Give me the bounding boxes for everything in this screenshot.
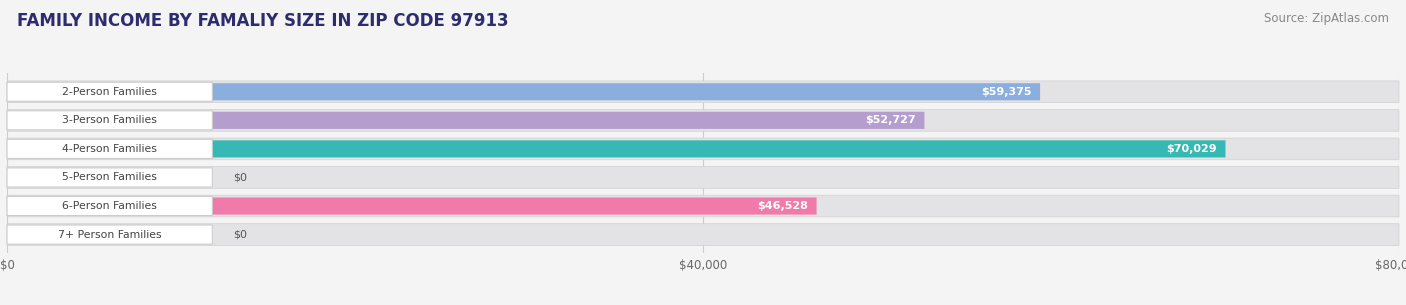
FancyBboxPatch shape bbox=[7, 109, 1399, 131]
Text: $59,375: $59,375 bbox=[981, 87, 1032, 97]
FancyBboxPatch shape bbox=[7, 224, 1399, 246]
Text: FAMILY INCOME BY FAMALIY SIZE IN ZIP CODE 97913: FAMILY INCOME BY FAMALIY SIZE IN ZIP COD… bbox=[17, 12, 509, 30]
FancyBboxPatch shape bbox=[7, 197, 817, 215]
Text: $0: $0 bbox=[233, 172, 247, 182]
FancyBboxPatch shape bbox=[7, 82, 212, 101]
Text: 5-Person Families: 5-Person Families bbox=[62, 172, 157, 182]
FancyBboxPatch shape bbox=[7, 140, 1226, 157]
Text: 6-Person Families: 6-Person Families bbox=[62, 201, 157, 211]
FancyBboxPatch shape bbox=[7, 81, 1399, 102]
Text: Source: ZipAtlas.com: Source: ZipAtlas.com bbox=[1264, 12, 1389, 25]
FancyBboxPatch shape bbox=[7, 139, 212, 158]
FancyBboxPatch shape bbox=[7, 167, 1399, 188]
Text: 2-Person Families: 2-Person Families bbox=[62, 87, 157, 97]
Text: $70,029: $70,029 bbox=[1166, 144, 1216, 154]
Text: $52,727: $52,727 bbox=[865, 115, 915, 125]
FancyBboxPatch shape bbox=[7, 112, 924, 129]
Text: 3-Person Families: 3-Person Families bbox=[62, 115, 157, 125]
FancyBboxPatch shape bbox=[7, 111, 212, 130]
FancyBboxPatch shape bbox=[7, 138, 1399, 160]
Text: $0: $0 bbox=[233, 230, 247, 240]
Text: 7+ Person Families: 7+ Person Families bbox=[58, 230, 162, 240]
FancyBboxPatch shape bbox=[7, 225, 212, 244]
FancyBboxPatch shape bbox=[7, 168, 212, 187]
Text: $46,528: $46,528 bbox=[756, 201, 808, 211]
FancyBboxPatch shape bbox=[7, 83, 1040, 100]
FancyBboxPatch shape bbox=[7, 196, 212, 216]
Text: 4-Person Families: 4-Person Families bbox=[62, 144, 157, 154]
FancyBboxPatch shape bbox=[7, 195, 1399, 217]
